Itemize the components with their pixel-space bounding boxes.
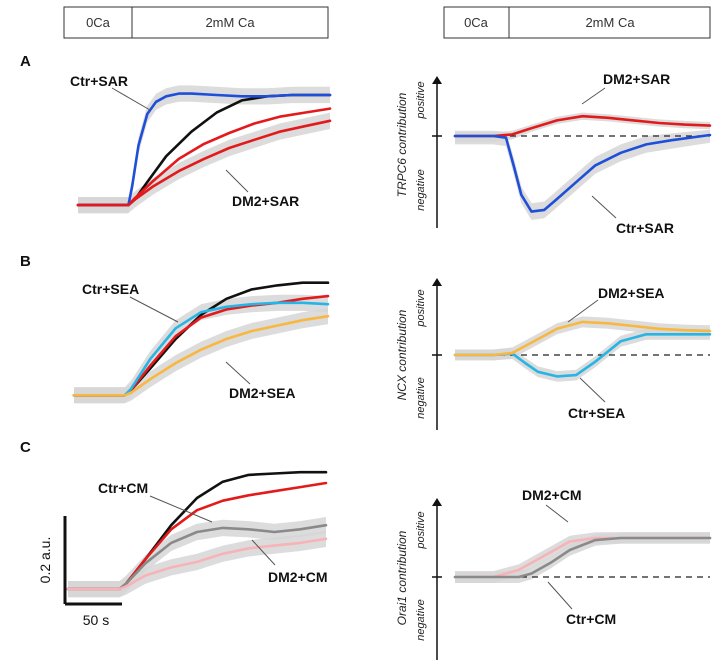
axis-arrow-5 xyxy=(432,498,442,506)
label-dm2-sea: DM2+SEA xyxy=(229,385,296,401)
panel-letter-b: B xyxy=(20,253,31,270)
label-r-dm2-sea: DM2+SEA xyxy=(598,285,665,301)
series-line-ctr-cm-4 xyxy=(66,523,328,591)
label-dm2-cm: DM2+CM xyxy=(268,569,328,585)
scale-bar-y-label: 0.2 a.u. xyxy=(37,537,53,584)
series-line-ctr-cm-5 xyxy=(453,536,712,579)
sem-band-ctr-sea-2 xyxy=(74,294,328,404)
positive-label: positive xyxy=(415,289,427,327)
leader-r-dm2-sea xyxy=(567,299,599,323)
series-line-dm2-cm-4 xyxy=(66,537,328,591)
positive-label: positive xyxy=(415,81,427,119)
label-r-ctr-cm: Ctr+CM xyxy=(566,611,616,627)
sem-band-dm2-sar-1 xyxy=(455,112,710,142)
leader-dm2-cm xyxy=(251,539,276,566)
label-r-dm2-cm: DM2+CM xyxy=(522,487,582,503)
leader-dm2-sea xyxy=(225,361,251,385)
panel-letter-a: A xyxy=(20,53,31,70)
leader-ctr-cm xyxy=(149,495,213,523)
negative-label: negative xyxy=(415,377,427,419)
series-lines xyxy=(66,92,712,591)
panel-letter-c: C xyxy=(20,439,31,456)
scale-bar-x-label: 50 s xyxy=(83,612,109,628)
condition-bar-left: 0Ca 2mM Ca xyxy=(63,6,329,39)
contribution-axes xyxy=(432,76,710,660)
condition-segment-2mm-ca xyxy=(508,6,711,39)
leader-r-ctr-sea xyxy=(579,377,606,403)
label-r-ctr-sar: Ctr+SAR xyxy=(616,220,674,236)
scale-bar: 0.2 a.u. 50 s xyxy=(37,516,122,628)
condition-bar-right: 0Ca 2mM Ca xyxy=(443,6,711,39)
label-ctr-cm: Ctr+CM xyxy=(98,480,148,496)
leader-lines xyxy=(111,87,617,610)
positive-label: positive xyxy=(415,511,427,549)
condition-label-0ca: 0Ca xyxy=(464,15,489,30)
series-line-ctr-sar-1 xyxy=(453,133,712,213)
leader-r-ctr-cm xyxy=(547,581,573,610)
y-title-trpc6: TRPC6 contribution xyxy=(395,92,409,197)
leader-dm2-sar xyxy=(225,169,249,193)
label-ctr-sea: Ctr+SEA xyxy=(82,281,139,297)
series-line-ctr-sea-2 xyxy=(72,301,330,397)
series-line-control-0 xyxy=(76,93,332,207)
series-line-ctr-sar-0 xyxy=(76,92,332,207)
label-r-dm2-sar: DM2+SAR xyxy=(603,71,670,87)
leader-r-ctr-sar xyxy=(591,195,617,219)
y-title-orai1: Orai1 contribution xyxy=(395,530,409,625)
sem-band-dm2-cm-4 xyxy=(68,530,326,598)
negative-label: negative xyxy=(415,599,427,641)
label-dm2-sar: DM2+SAR xyxy=(232,193,299,209)
condition-label-0ca: 0Ca xyxy=(86,15,111,30)
leader-ctr-sar xyxy=(111,87,151,111)
leader-r-dm2-sar xyxy=(581,87,606,105)
series-line-dm2-sar-0 xyxy=(76,119,332,207)
label-ctr-sar: Ctr+SAR xyxy=(70,73,128,89)
label-r-ctr-sea: Ctr+SEA xyxy=(568,405,625,421)
leader-r-dm2-cm xyxy=(545,504,569,523)
condition-segment-0ca xyxy=(443,6,510,39)
series-line-dm2-sar-1 xyxy=(453,114,712,138)
condition-label-2mm-ca: 2mM Ca xyxy=(585,15,635,30)
y-title-ncx: NCX contribution xyxy=(395,309,409,400)
condition-label-2mm-ca: 2mM Ca xyxy=(205,15,255,30)
condition-segment-0ca xyxy=(63,6,133,39)
condition-segment-2mm-ca xyxy=(131,6,329,39)
sem-band-dm2-sar-0 xyxy=(78,112,330,214)
sem-band-dm2-sea-2 xyxy=(74,308,328,404)
negative-label: negative xyxy=(415,169,427,211)
series-line-dm2-sea-3 xyxy=(453,320,712,357)
axis-arrow-3 xyxy=(432,278,442,286)
series-line-dm2-sea-2 xyxy=(72,314,330,397)
axis-arrow-1 xyxy=(432,76,442,84)
leader-ctr-sea xyxy=(129,296,179,323)
